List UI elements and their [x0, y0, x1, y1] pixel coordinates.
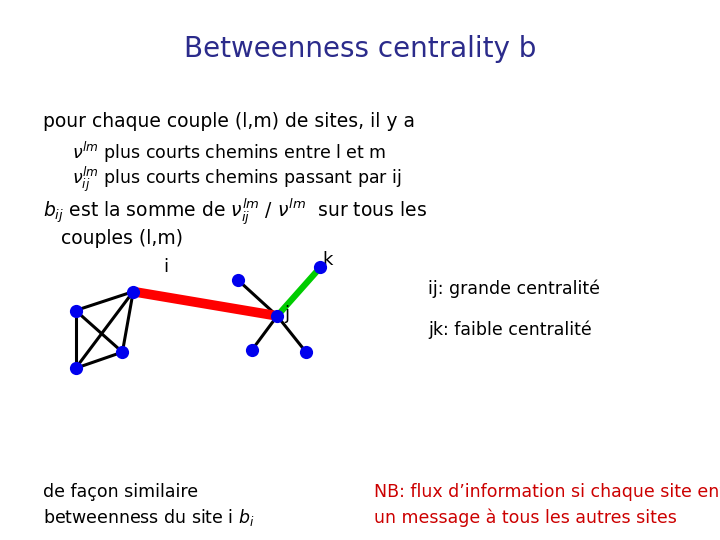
Text: k: k [323, 251, 333, 269]
Text: de façon similaire: de façon similaire [43, 483, 198, 502]
Text: i: i [163, 258, 168, 276]
Text: NB: flux d’information si chaque site envoie: NB: flux d’information si chaque site en… [374, 483, 720, 502]
Text: pour chaque couple (l,m) de sites, il y a: pour chaque couple (l,m) de sites, il y … [43, 112, 415, 131]
Text: $b_{ij}$ est la somme de $\nu_{ij}^{lm}$ / $\nu^{lm}$  sur tous les: $b_{ij}$ est la somme de $\nu_{ij}^{lm}$… [43, 196, 427, 227]
Text: jk: faible centralité: jk: faible centralité [428, 320, 592, 339]
Text: $\nu_{ij}^{lm}$ plus courts chemins passant par ij: $\nu_{ij}^{lm}$ plus courts chemins pass… [72, 165, 402, 194]
Text: un message à tous les autres sites: un message à tous les autres sites [374, 508, 678, 526]
Text: $\nu^{lm}$ plus courts chemins entre l et m: $\nu^{lm}$ plus courts chemins entre l e… [72, 140, 386, 165]
Text: j: j [284, 305, 289, 323]
Text: betweenness du site i $b_i$: betweenness du site i $b_i$ [43, 507, 255, 528]
Text: couples (l,m): couples (l,m) [43, 229, 183, 248]
Text: ij: grande centralité: ij: grande centralité [428, 280, 600, 298]
Text: Betweenness centrality b: Betweenness centrality b [184, 35, 536, 63]
